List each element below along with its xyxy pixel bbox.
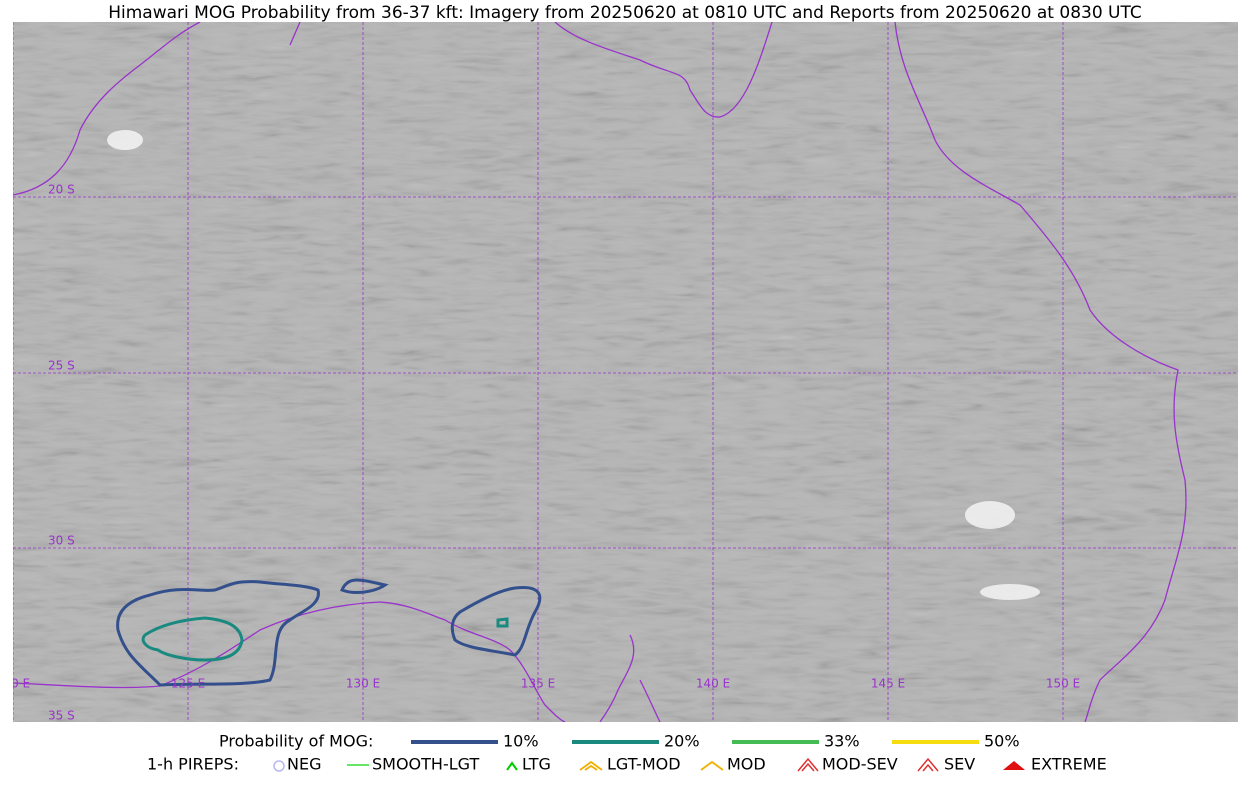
legend-title: 1-h PIREPS: — [147, 755, 239, 774]
coastlines — [13, 22, 1187, 722]
pirep-icon — [506, 761, 518, 771]
lon-label: 125 E — [171, 677, 205, 691]
legend-label: 10% — [503, 732, 539, 751]
bright-clouds — [107, 130, 1040, 600]
legend-label: NEG — [287, 755, 321, 774]
title: Himawari MOG Probability from 36-37 kft:… — [108, 3, 1142, 23]
pirep-icon — [917, 757, 939, 772]
legend-label: SEV — [944, 755, 975, 774]
geo-labels: 20 S 25 S 30 S 35 S 120 E 125 E 130 E 135 E 140 … — [0, 183, 1080, 723]
legend-label: MOD — [727, 755, 766, 774]
lon-label: 145 E — [871, 677, 905, 691]
legend-label: SMOOTH-LGT — [372, 755, 479, 774]
lat-label: 20 S — [48, 183, 75, 197]
pirep-icon — [700, 760, 724, 771]
legend-label: 50% — [984, 732, 1020, 751]
lon-label: 130 E — [346, 677, 380, 691]
lon-label: 140 E — [696, 677, 730, 691]
legend-label: EXTREME — [1031, 755, 1107, 774]
imagery-texture — [13, 22, 1238, 722]
legend-label: 33% — [824, 732, 860, 751]
lon-label: 135 E — [521, 677, 555, 691]
graticule — [13, 22, 1238, 722]
lat-label: 35 S — [48, 709, 75, 723]
legend-label: MOD-SEV — [822, 755, 898, 774]
legend-title: Probability of MOG: — [219, 732, 373, 751]
legend: Probability of MOG: 10% 20% 33% 50% 1-h PIREP… — [147, 732, 1107, 774]
probability-contours — [116, 578, 542, 687]
pirep-icon — [797, 757, 819, 772]
lon-label: 150 E — [1046, 677, 1080, 691]
legend-label: LTG — [522, 755, 551, 774]
pirep-icon — [1003, 761, 1025, 770]
lon-label: 120 E — [0, 677, 30, 691]
pirep-icon — [273, 760, 285, 772]
lat-label: 30 S — [48, 534, 75, 548]
lat-label: 25 S — [48, 359, 75, 373]
legend-label: 20% — [664, 732, 700, 751]
map: 20 S 25 S 30 S 35 S 120 E 125 E 130 E 135 E 140 … — [0, 22, 1238, 723]
legend-label: LGT-MOD — [607, 755, 681, 774]
pirep-icon — [579, 760, 603, 771]
